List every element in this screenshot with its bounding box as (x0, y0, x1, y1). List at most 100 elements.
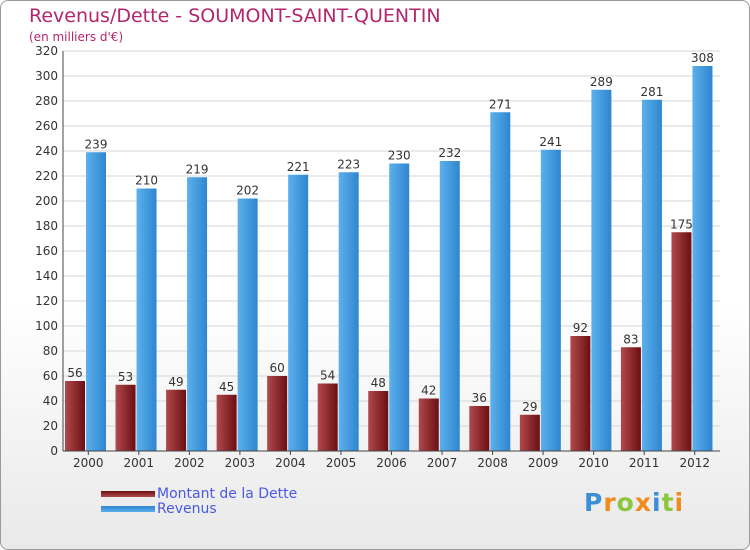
y-tick-label: 200 (35, 194, 58, 208)
bar-revenue-2007 (439, 161, 460, 451)
y-tick-label: 40 (43, 394, 58, 408)
y-tick-label: 0 (50, 444, 58, 458)
bar-debt-2005 (317, 383, 338, 451)
logo-letter: x (634, 488, 652, 517)
bar-revenue-2009 (540, 149, 561, 451)
x-tick-label-2009: 2009 (528, 456, 559, 470)
x-axis: 2000 2001 2002 2003 2004 2005 2006 2007 2008 2009… (63, 450, 720, 470)
data-label-debt-2003: 45 (219, 380, 234, 394)
x-tick-label-2002: 2002 (174, 456, 205, 470)
logo-letter: i (674, 488, 685, 517)
data-label-revenue-2005: 223 (337, 157, 360, 171)
x-tick-label-2010: 2010 (578, 456, 609, 470)
x-tick-label-2012: 2012 (679, 456, 710, 470)
legend-swatch-revenue (101, 506, 155, 512)
data-label-revenue-2000: 239 (85, 137, 108, 151)
bar-debt-2010 (570, 336, 591, 451)
bar-debt-2003 (216, 394, 237, 451)
y-tick-label: 280 (35, 94, 58, 108)
y-tick-label: 160 (35, 244, 58, 258)
x-tick-label-2000: 2000 (73, 456, 104, 470)
x-tick-label-2007: 2007 (427, 456, 458, 470)
data-label-debt-2005: 54 (320, 369, 335, 383)
x-tick-label-2004: 2004 (275, 456, 306, 470)
logo-letter: P (584, 488, 604, 517)
bar-debt-2012 (671, 232, 692, 451)
y-tick-label: 240 (35, 144, 58, 158)
y-tick-label: 220 (35, 169, 58, 183)
proxiti-logo: Proxiti (584, 488, 684, 517)
bar-debt-2001 (115, 384, 136, 451)
data-label-debt-2011: 83 (623, 332, 638, 346)
bar-debt-2008 (469, 406, 490, 451)
y-axis: 0 20 40 60 80 100 120 140 160 180 200 220 240 260 280 3… (35, 44, 64, 458)
data-label-revenue-2008: 271 (489, 97, 512, 111)
data-label-revenue-2001: 210 (135, 174, 158, 188)
bar-revenue-2011 (641, 99, 662, 451)
bar-debt-2007 (418, 398, 439, 451)
bar-revenue-2002 (187, 177, 208, 451)
bar-revenue-2000 (86, 152, 106, 451)
legend-label-revenue: Revenus (157, 501, 217, 517)
legend-label-debt: Montant de la Dette (157, 486, 298, 502)
data-label-debt-2012: 175 (670, 217, 693, 231)
data-label-debt-2008: 36 (472, 391, 487, 405)
data-label-debt-2010: 92 (573, 321, 588, 335)
data-label-revenue-2003: 202 (236, 184, 259, 198)
y-tick-label: 120 (35, 294, 58, 308)
data-label-revenue-2010: 289 (590, 75, 613, 89)
logo-letter: o (616, 488, 635, 517)
data-label-revenue-2007: 232 (438, 146, 461, 160)
bar-debt-2004 (267, 376, 288, 451)
data-label-debt-2002: 49 (168, 375, 183, 389)
y-tick-label: 100 (35, 319, 58, 333)
data-label-debt-2007: 42 (421, 384, 436, 398)
bar-revenue-2008 (490, 112, 511, 451)
data-label-debt-2000: 56 (67, 366, 82, 380)
x-tick-label-2003: 2003 (225, 456, 256, 470)
data-label-debt-2009: 29 (522, 400, 537, 414)
data-label-revenue-2012: 308 (691, 51, 714, 65)
chart-subtitle: (en milliers d'€) (29, 30, 124, 44)
data-label-revenue-2011: 281 (640, 85, 663, 99)
x-tick-label-2001: 2001 (124, 456, 155, 470)
legend-swatch-debt (101, 491, 155, 497)
bar-revenue-2001 (136, 188, 157, 451)
data-label-revenue-2006: 230 (388, 149, 411, 163)
data-label-revenue-2004: 221 (287, 160, 310, 174)
x-tick-label-2011: 2011 (629, 456, 660, 470)
y-tick-label: 180 (35, 219, 58, 233)
y-tick-label: 300 (35, 69, 58, 83)
bar-debt-2000 (65, 381, 85, 451)
logo-letter: t (661, 488, 675, 517)
bar-revenue-2004 (288, 174, 309, 451)
bar-revenue-2012 (692, 66, 713, 451)
y-tick-label: 20 (43, 419, 58, 433)
y-tick-label: 320 (35, 44, 58, 58)
y-tick-label: 140 (35, 269, 58, 283)
bar-revenue-2003 (237, 198, 258, 451)
bar-revenue-2006 (389, 163, 410, 451)
bar-debt-2002 (166, 389, 187, 451)
chart-title: Revenus/Dette - SOUMONT-SAINT-QUENTIN (29, 5, 441, 27)
y-tick-label: 260 (35, 119, 58, 133)
y-tick-label: 80 (43, 344, 58, 358)
x-tick-label-2008: 2008 (477, 456, 508, 470)
x-tick-label-2006: 2006 (376, 456, 407, 470)
data-label-revenue-2002: 219 (186, 162, 209, 176)
y-tick-label: 60 (43, 369, 58, 383)
bar-revenue-2010 (591, 89, 612, 451)
data-label-debt-2004: 60 (270, 361, 285, 375)
bar-revenue-2005 (338, 172, 359, 451)
bars: 56 239 53 210 49 219 45 202 60 221 54 223 48 230 42 232… (65, 51, 714, 451)
bar-debt-2009 (519, 414, 540, 451)
bar-debt-2006 (368, 391, 389, 451)
logo-letter: i (652, 488, 662, 517)
data-label-debt-2006: 48 (371, 376, 386, 390)
data-label-debt-2001: 53 (118, 370, 133, 384)
bar-debt-2011 (620, 347, 641, 451)
logo-letter: r (603, 488, 617, 517)
data-label-revenue-2009: 241 (539, 135, 562, 149)
